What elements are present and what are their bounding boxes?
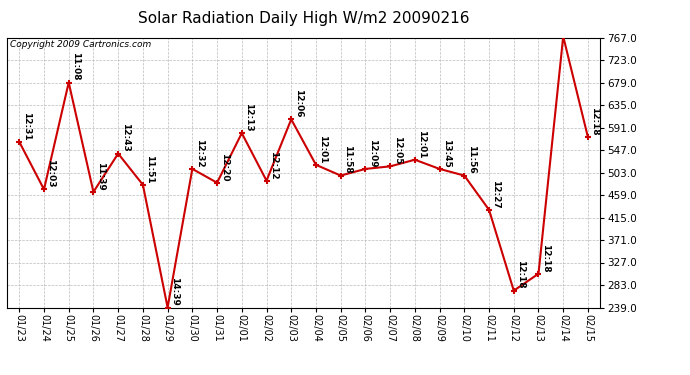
Text: 12:31: 12:31 [22,112,31,140]
Text: 11:51: 11:51 [146,154,155,183]
Text: 12:18: 12:18 [541,244,550,272]
Text: Copyright 2009 Cartronics.com: Copyright 2009 Cartronics.com [10,40,151,49]
Text: 12:27: 12:27 [491,180,500,208]
Text: 11:08: 11:08 [71,53,80,81]
Text: 12:20: 12:20 [219,153,228,181]
Text: 11:56: 11:56 [466,146,476,174]
Text: 12:18: 12:18 [591,107,600,136]
Text: 11:39: 11:39 [96,162,105,190]
Text: 12:01: 12:01 [417,130,426,158]
Text: 12:12: 12:12 [269,150,278,179]
Text: 12:18: 12:18 [516,261,525,289]
Text: 12:43: 12:43 [121,123,130,152]
Text: 12:09: 12:09 [368,139,377,167]
Text: 12:06: 12:06 [294,89,303,118]
Text: 12:05: 12:05 [393,136,402,165]
Text: 12:13: 12:13 [244,103,253,132]
Text: 13:45: 13:45 [442,139,451,167]
Text: 12:03: 12:03 [46,159,55,188]
Text: 14:39: 14:39 [170,277,179,306]
Text: 12:32: 12:32 [195,139,204,167]
Text: 11:58: 11:58 [343,146,352,174]
Text: Solar Radiation Daily High W/m2 20090216: Solar Radiation Daily High W/m2 20090216 [138,11,469,26]
Text: 12:01: 12:01 [318,135,328,163]
Text: 12:16: 12:16 [0,374,1,375]
